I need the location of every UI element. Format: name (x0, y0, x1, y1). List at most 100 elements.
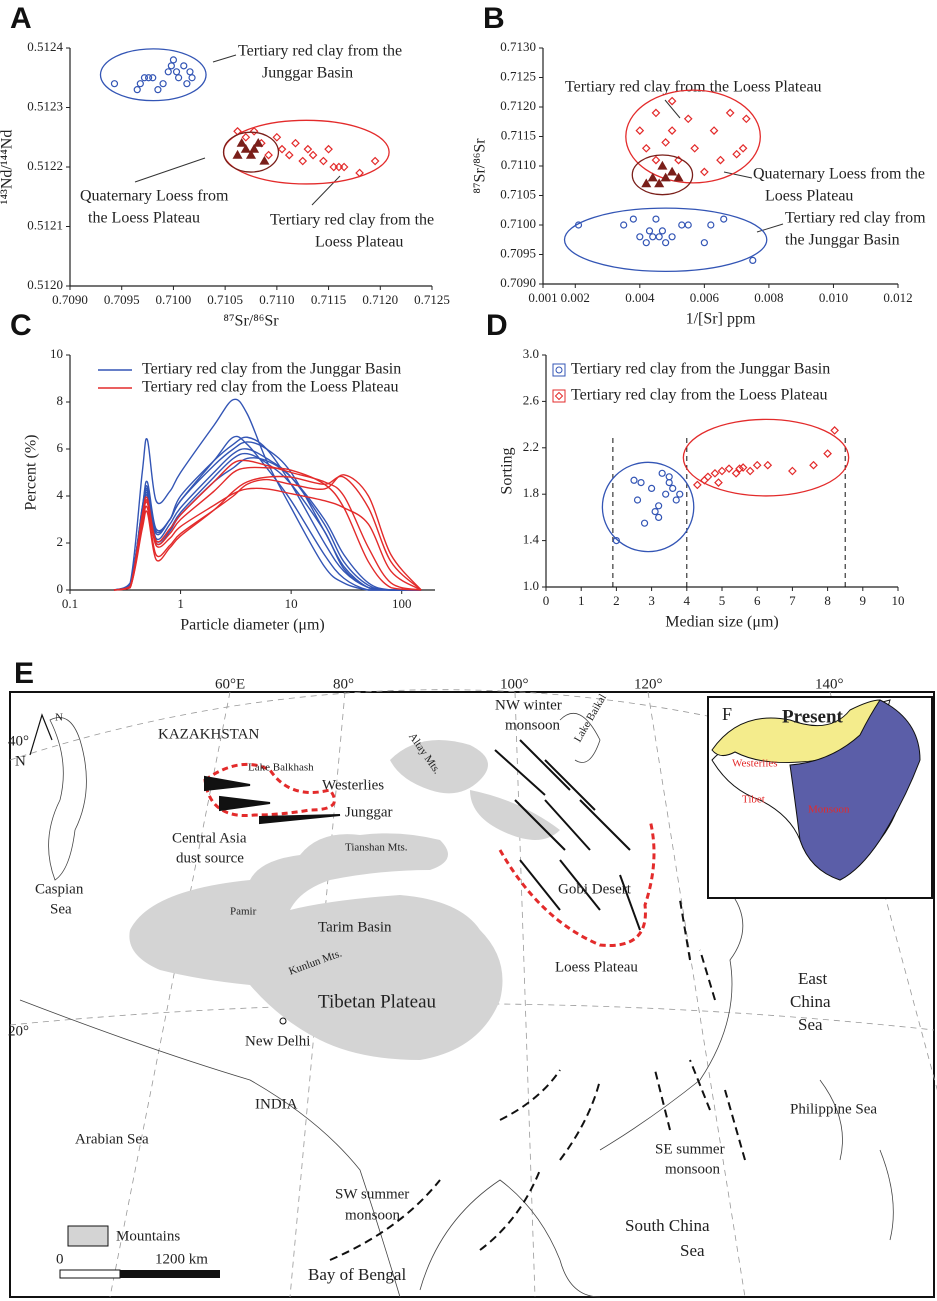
inset: F Present Westerlies Tibet Monsoon (707, 696, 933, 899)
curve (113, 435, 422, 591)
point (291, 138, 300, 148)
place: Sea (50, 901, 72, 917)
y-tick-label: 2.2 (523, 439, 539, 454)
leader-line (311, 175, 341, 206)
point (629, 215, 637, 223)
point (724, 464, 734, 474)
lon-label: 120° (634, 676, 663, 692)
x-tick-label: 1 (578, 593, 585, 608)
north-arrow (29, 713, 53, 756)
annotation: Loess Plateau (315, 234, 403, 251)
curve (113, 457, 422, 591)
group-outline (625, 89, 761, 184)
place: Philippine Sea (790, 1101, 877, 1117)
point (264, 150, 273, 160)
group-outline (99, 48, 207, 102)
point (684, 221, 692, 229)
point (110, 80, 119, 88)
point (823, 449, 832, 458)
y-tick-label: 0.5123 (27, 98, 63, 113)
x-tick-label: 2 (613, 593, 620, 608)
y-tick-label: 4 (57, 487, 64, 502)
place: Arabian Sea (75, 1131, 149, 1147)
point (709, 126, 719, 135)
panel: A 0.7090 0.7095 0.7100 0.7105 0.7110 0.7115 0.7… (0, 2, 450, 330)
x-tick-label: 0.002 (561, 290, 590, 305)
y-tick-label: 0.7120 (500, 98, 536, 113)
annotation: Tertiary red clay from the Loess Plateau (565, 79, 822, 96)
summer-arrows (329, 899, 746, 1261)
point (683, 114, 693, 124)
y-tick-label: 0.5122 (27, 158, 63, 173)
point (738, 463, 748, 472)
point (647, 172, 658, 182)
x-tick-label: 9 (860, 593, 867, 608)
point (186, 68, 194, 76)
point (145, 74, 153, 82)
lat-label: 40° (8, 733, 29, 749)
x-tick-label: 5 (719, 593, 726, 608)
point (667, 126, 677, 135)
x-tick-label: 6 (754, 593, 761, 608)
point (710, 468, 720, 478)
graticule (9, 689, 937, 1298)
x-tick-label: 0.004 (625, 290, 655, 305)
x-tick-label: 0.008 (754, 290, 783, 305)
point (720, 215, 728, 223)
point (240, 143, 251, 153)
y-tick-label: 0.5121 (27, 217, 63, 232)
y-tick-label: 6 (57, 440, 64, 455)
point (667, 96, 677, 106)
lon-label: 60°E (215, 676, 245, 692)
panel-label: D (486, 309, 508, 342)
scale-bar (120, 1270, 220, 1278)
point (164, 68, 172, 76)
x-tick-label: 10 (285, 596, 298, 611)
point (180, 62, 188, 70)
point (673, 172, 684, 182)
point (655, 502, 663, 510)
x-tick-label: 0.012 (883, 290, 912, 305)
point (661, 138, 670, 147)
place: South China (625, 1216, 710, 1235)
point (788, 466, 797, 476)
inset-title: Present (782, 706, 844, 727)
point (637, 479, 645, 487)
point (667, 166, 678, 176)
annotation: Quaternary Loess from (80, 188, 229, 205)
point (641, 143, 651, 153)
point (172, 68, 181, 76)
charts: A 0.7090 0.7095 0.7100 0.7105 0.7110 0.7115 0.7… (0, 2, 926, 634)
point (763, 460, 773, 470)
point (651, 508, 659, 516)
leader-line (212, 54, 237, 63)
point (678, 221, 686, 229)
y-tick-label: 0.7105 (500, 186, 536, 201)
point (652, 215, 660, 223)
dust-source-outline (498, 819, 656, 947)
group-outline (631, 154, 694, 196)
point (355, 168, 364, 178)
x-tick-label: 0.7110 (259, 292, 294, 307)
annotation: Junggar Basin (262, 65, 353, 82)
point (655, 513, 663, 522)
annotation: the Loess Plateau (88, 210, 200, 227)
point (236, 137, 247, 147)
place: INDIA (255, 1096, 298, 1112)
curve (113, 398, 422, 591)
point (660, 172, 671, 182)
point (672, 496, 680, 504)
point (249, 143, 260, 153)
point (703, 472, 713, 482)
lon-label: 80° (333, 676, 354, 692)
place: Central Asia (172, 830, 247, 846)
point (133, 86, 141, 94)
x-tick-label: 0.7090 (52, 292, 88, 307)
x-axis-label: 1/[Sr] ppm (686, 311, 756, 328)
panel: D 0 1 2 3 4 5 6 7 8 9 10 1.0 1.4 1.8 2.2 2.6 3.0 Median si… (486, 309, 905, 631)
x-tick-label: 0.7105 (207, 292, 243, 307)
y-tick-label: 0.7130 (500, 39, 536, 54)
leader-line (756, 223, 784, 233)
panel: B 0.001 0.002 0.004 0.006 0.008 0.010 0.012 0.70… (472, 2, 926, 328)
inset-label: F (722, 704, 732, 724)
